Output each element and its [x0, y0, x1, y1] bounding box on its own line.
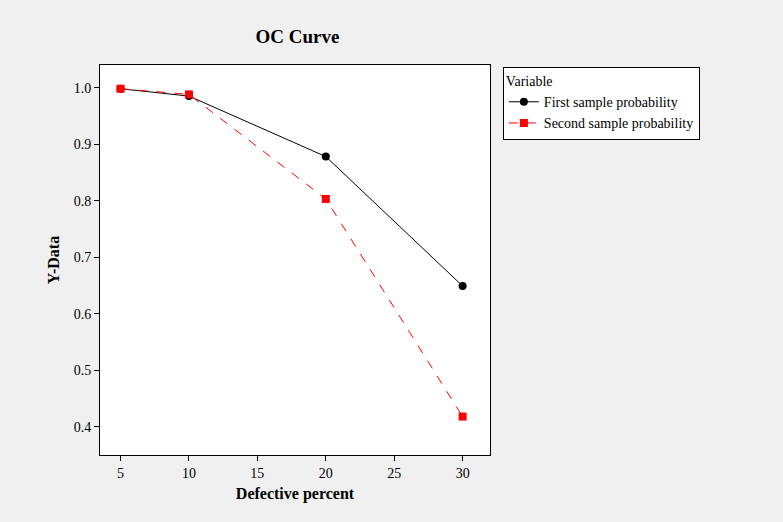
svg-text:5: 5 [117, 466, 124, 481]
svg-text:Y-Data: Y-Data [45, 236, 62, 284]
svg-text:0.9: 0.9 [74, 137, 92, 152]
svg-text:20: 20 [319, 466, 333, 481]
svg-text:0.6: 0.6 [74, 307, 92, 322]
svg-text:First sample probability: First sample probability [544, 95, 678, 110]
svg-text:1.0: 1.0 [74, 81, 92, 96]
svg-text:Defective percent: Defective percent [236, 485, 355, 503]
svg-text:0.7: 0.7 [74, 250, 92, 265]
svg-text:25: 25 [387, 466, 401, 481]
svg-text:Variable: Variable [506, 74, 553, 89]
svg-text:15: 15 [250, 466, 264, 481]
svg-text:30: 30 [456, 466, 470, 481]
svg-text:10: 10 [182, 466, 196, 481]
svg-text:0.4: 0.4 [74, 420, 92, 435]
svg-text:Second sample probability: Second sample probability [544, 116, 693, 131]
svg-text:0.5: 0.5 [74, 363, 92, 378]
svg-text:0.8: 0.8 [74, 194, 92, 209]
svg-text:OC Curve: OC Curve [256, 26, 340, 47]
